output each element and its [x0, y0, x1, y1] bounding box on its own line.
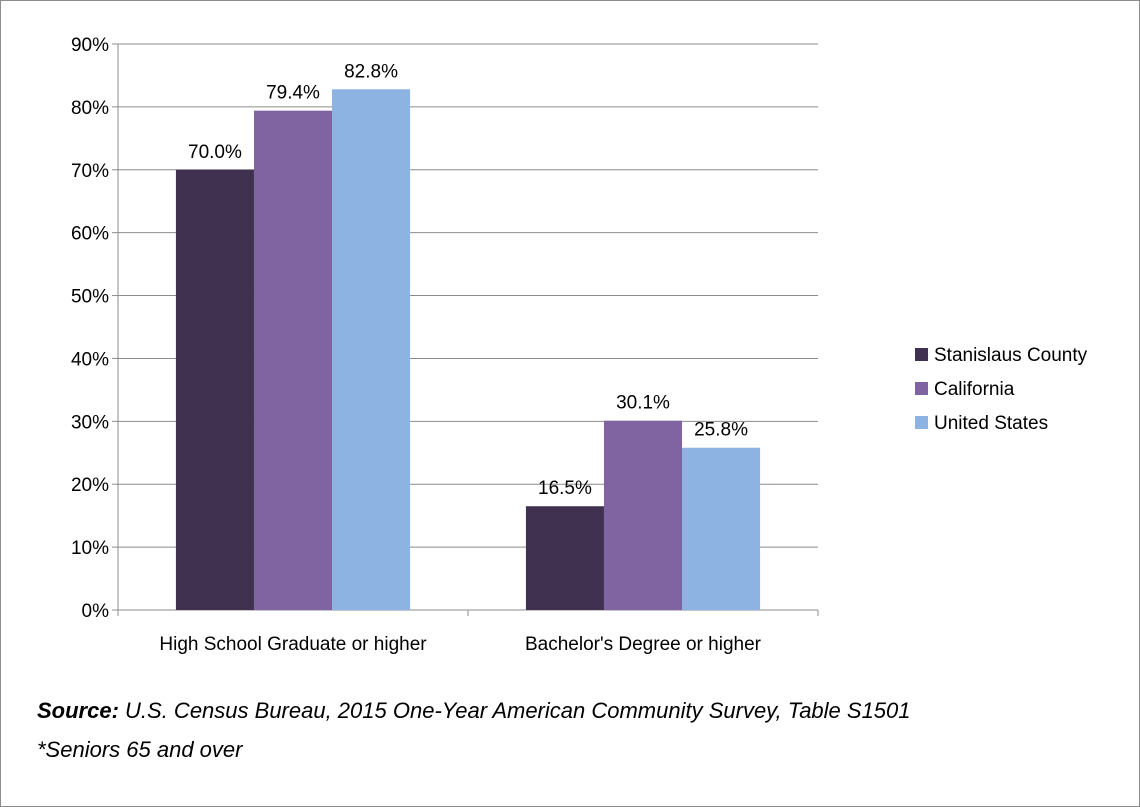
- y-tick-label: 50%: [71, 287, 109, 308]
- y-tick-label: 80%: [71, 98, 109, 119]
- data-label: 82.8%: [344, 61, 398, 82]
- source-text: U.S. Census Bureau, 2015 One-Year Americ…: [118, 698, 911, 723]
- data-label: 79.4%: [266, 83, 320, 104]
- legend-swatch: [915, 348, 928, 361]
- bar: [332, 89, 411, 610]
- bar: [603, 420, 683, 610]
- y-tick-label: 70%: [71, 161, 109, 182]
- data-label: 30.1%: [616, 393, 670, 414]
- y-tick-label: 30%: [71, 412, 109, 433]
- y-tick-label: 10%: [71, 538, 109, 559]
- footnote-note: *Seniors 65 and over: [37, 737, 243, 762]
- y-tick-label: 90%: [71, 35, 109, 56]
- bar: [525, 506, 604, 610]
- y-tick-label: 20%: [71, 475, 109, 496]
- bar: [175, 169, 254, 610]
- source-label: Source:: [37, 698, 119, 723]
- y-tick-label: 0%: [82, 601, 110, 622]
- y-tick-label: 40%: [71, 349, 109, 370]
- data-label: 70.0%: [188, 142, 242, 163]
- legend-swatch: [915, 416, 928, 429]
- bar: [253, 110, 333, 610]
- source-citation: Source: U.S. Census Bureau, 2015 One-Yea…: [37, 698, 911, 724]
- x-category-label: High School Graduate or higher: [159, 634, 427, 655]
- y-tick-label: 60%: [71, 224, 109, 245]
- legend-label: United States: [934, 413, 1048, 434]
- x-category-label: Bachelor's Degree or higher: [525, 634, 762, 655]
- bar: [682, 447, 761, 610]
- data-label: 16.5%: [538, 478, 592, 499]
- legend-label: California: [934, 379, 1015, 400]
- legend-label: Stanislaus County: [934, 345, 1088, 366]
- data-label: 25.8%: [694, 420, 748, 441]
- legend-swatch: [915, 382, 928, 395]
